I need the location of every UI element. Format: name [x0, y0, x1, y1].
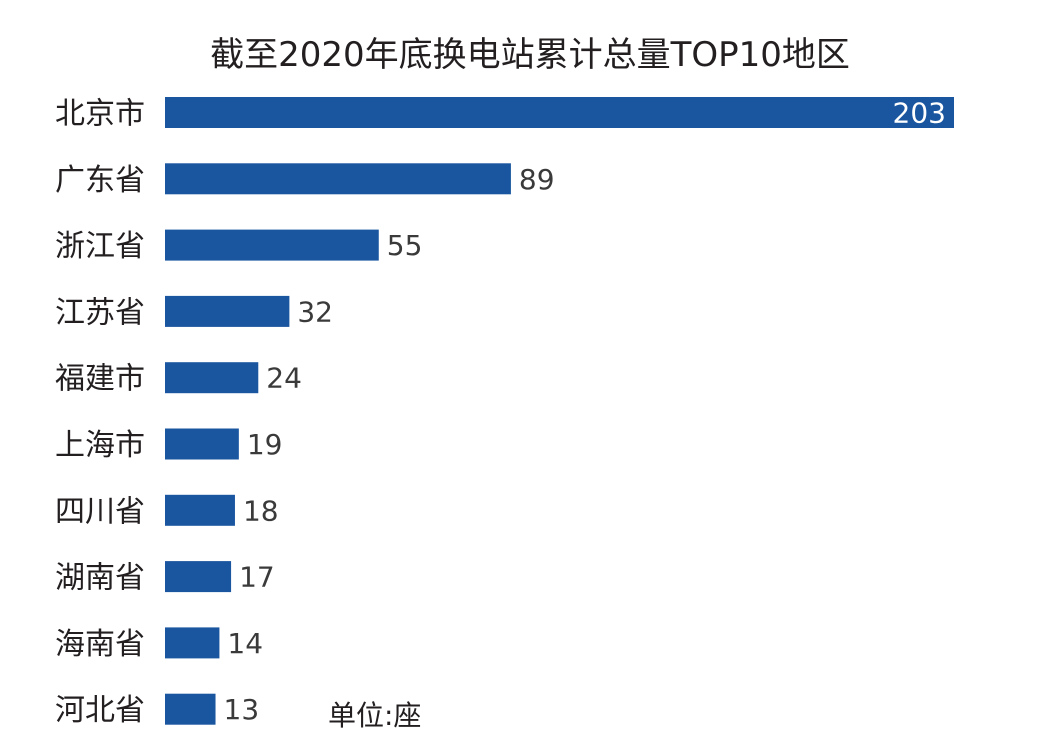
value-label: 13 — [224, 693, 260, 726]
category-label: 北京市 — [55, 97, 145, 132]
value-label: 17 — [239, 561, 275, 594]
bar — [165, 163, 511, 195]
category-label: 四川省 — [55, 494, 145, 529]
value-label: 19 — [247, 428, 283, 461]
chart-title: 截至2020年底换电站累计总量TOP10地区 — [210, 35, 850, 75]
unit-note: 单位:座 — [328, 699, 421, 732]
category-label: 湖南省 — [55, 561, 145, 596]
value-label: 55 — [387, 229, 423, 262]
value-label: 18 — [243, 494, 279, 527]
bar — [165, 295, 290, 327]
category-label: 江苏省 — [55, 295, 145, 330]
category-label: 浙江省 — [55, 229, 145, 264]
value-label: 89 — [519, 163, 555, 196]
category-label: 广东省 — [55, 163, 145, 198]
value-label: 203 — [893, 97, 946, 130]
bars-layer: 北京市 203 广东省 89 浙江省 55 江苏省 32 福建市 24 上海市 19 四川省 18 湖南省 1… — [55, 97, 954, 728]
bar — [165, 428, 239, 460]
bar — [165, 627, 220, 659]
value-label: 24 — [266, 362, 302, 395]
bar — [165, 561, 232, 593]
bar — [165, 97, 954, 128]
bar — [165, 362, 259, 394]
bar — [165, 693, 216, 725]
value-label: 32 — [297, 295, 333, 328]
category-label: 福建市 — [55, 362, 145, 397]
bar — [165, 494, 235, 526]
value-label: 14 — [227, 627, 263, 660]
bar — [165, 229, 379, 261]
category-label: 河北省 — [55, 693, 145, 728]
category-label: 上海市 — [55, 428, 145, 463]
category-label: 海南省 — [55, 627, 145, 662]
